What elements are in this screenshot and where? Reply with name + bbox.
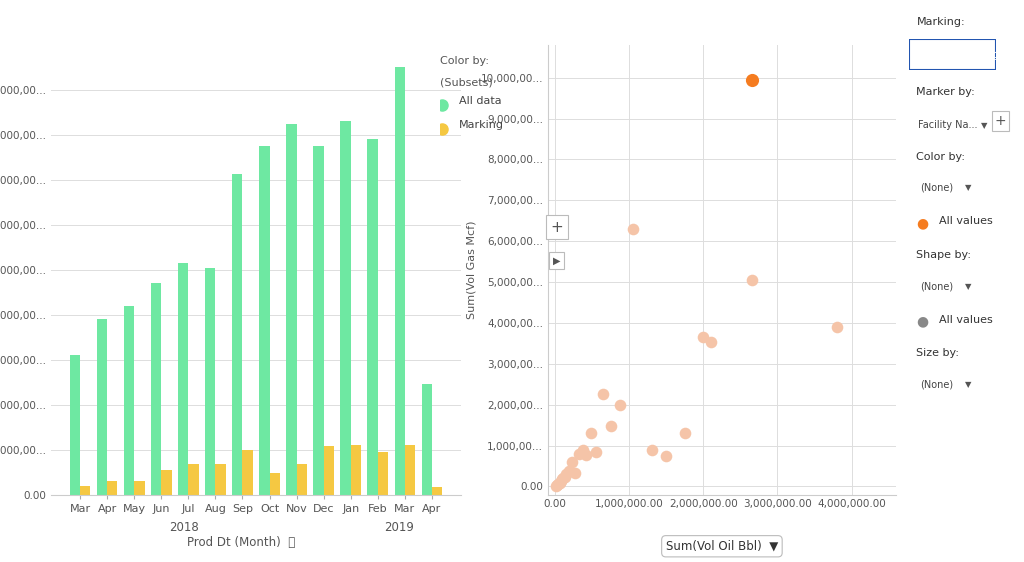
Bar bbox=[350, 445, 361, 495]
Point bbox=[677, 429, 693, 438]
Point bbox=[743, 275, 760, 284]
Point bbox=[695, 333, 712, 342]
Text: Sum(Vol Oil Bbl)  ▼: Sum(Vol Oil Bbl) ▼ bbox=[666, 540, 778, 553]
Text: Marking: Marking bbox=[957, 50, 999, 60]
Bar bbox=[232, 174, 243, 495]
Bar bbox=[151, 283, 162, 495]
Bar bbox=[259, 146, 269, 495]
Text: Marking: Marking bbox=[459, 120, 504, 130]
Text: ▼: ▼ bbox=[981, 120, 987, 130]
Point bbox=[554, 475, 570, 484]
Text: ▼: ▼ bbox=[966, 380, 972, 389]
Bar bbox=[80, 486, 90, 495]
Text: All data: All data bbox=[459, 96, 502, 106]
Point bbox=[658, 451, 675, 460]
Text: ●: ● bbox=[916, 315, 929, 329]
Point bbox=[611, 400, 628, 409]
Point bbox=[553, 477, 569, 486]
Text: +: + bbox=[550, 220, 563, 234]
Text: Size by:: Size by: bbox=[916, 348, 959, 359]
Bar bbox=[178, 263, 188, 495]
Bar bbox=[340, 121, 350, 495]
Point bbox=[588, 447, 604, 456]
Text: ▼: ▼ bbox=[989, 50, 996, 60]
Bar bbox=[243, 450, 253, 495]
Bar bbox=[404, 445, 415, 495]
Bar bbox=[134, 481, 144, 495]
Point bbox=[583, 429, 599, 438]
Text: Color by:: Color by: bbox=[440, 56, 489, 66]
Bar bbox=[287, 124, 297, 495]
Text: Color by:: Color by: bbox=[916, 152, 966, 162]
Bar bbox=[97, 319, 108, 495]
Text: Facility Na...: Facility Na... bbox=[918, 120, 978, 130]
Bar bbox=[297, 464, 307, 495]
Bar bbox=[432, 487, 442, 495]
Point bbox=[595, 390, 611, 399]
Text: All values: All values bbox=[939, 216, 992, 226]
Bar bbox=[324, 446, 334, 495]
Text: ■: ■ bbox=[940, 48, 951, 61]
Point bbox=[828, 323, 845, 332]
Point bbox=[560, 466, 577, 475]
Point bbox=[563, 457, 580, 466]
Bar bbox=[313, 146, 324, 495]
Point bbox=[602, 422, 618, 430]
Text: All values: All values bbox=[939, 315, 992, 325]
Bar bbox=[108, 481, 118, 495]
Text: +: + bbox=[994, 114, 1007, 128]
Bar bbox=[378, 452, 388, 495]
Text: ▼: ▼ bbox=[966, 183, 972, 192]
Text: (Subsets): (Subsets) bbox=[440, 77, 494, 87]
Point bbox=[557, 472, 573, 481]
Text: (None): (None) bbox=[920, 183, 953, 193]
Text: ●: ● bbox=[916, 216, 929, 230]
Bar bbox=[269, 473, 280, 495]
Point bbox=[567, 469, 584, 478]
Point bbox=[548, 482, 564, 491]
Point bbox=[643, 445, 659, 454]
Point bbox=[552, 478, 568, 487]
Text: Marker by:: Marker by: bbox=[916, 87, 975, 97]
Point bbox=[555, 474, 571, 483]
Text: ▶: ▶ bbox=[553, 256, 560, 266]
Bar bbox=[162, 470, 172, 495]
Text: 2019: 2019 bbox=[384, 521, 415, 534]
Bar bbox=[205, 268, 215, 495]
Point bbox=[743, 75, 760, 84]
Bar bbox=[368, 139, 378, 495]
Point bbox=[579, 450, 595, 459]
Bar bbox=[394, 67, 404, 495]
Point bbox=[550, 479, 566, 488]
Point bbox=[549, 481, 565, 490]
Text: (None): (None) bbox=[920, 379, 953, 389]
Text: Shape by:: Shape by: bbox=[916, 250, 972, 260]
Point bbox=[558, 470, 574, 479]
Bar bbox=[70, 355, 80, 495]
Text: ▼: ▼ bbox=[966, 282, 972, 291]
Text: (None): (None) bbox=[920, 281, 953, 291]
Text: Marking:: Marking: bbox=[916, 17, 965, 27]
Text: Prod Dt (Month)  ⛉: Prod Dt (Month) ⛉ bbox=[186, 536, 295, 549]
Y-axis label: Sum(Vol Gas Mcf): Sum(Vol Gas Mcf) bbox=[466, 220, 476, 319]
Point bbox=[570, 449, 587, 458]
Bar bbox=[188, 464, 199, 495]
Bar bbox=[422, 384, 432, 495]
Bar bbox=[215, 464, 225, 495]
Text: 2018: 2018 bbox=[169, 521, 200, 534]
Point bbox=[702, 338, 719, 347]
Point bbox=[625, 224, 641, 233]
Bar bbox=[124, 306, 134, 495]
Point bbox=[574, 445, 591, 454]
